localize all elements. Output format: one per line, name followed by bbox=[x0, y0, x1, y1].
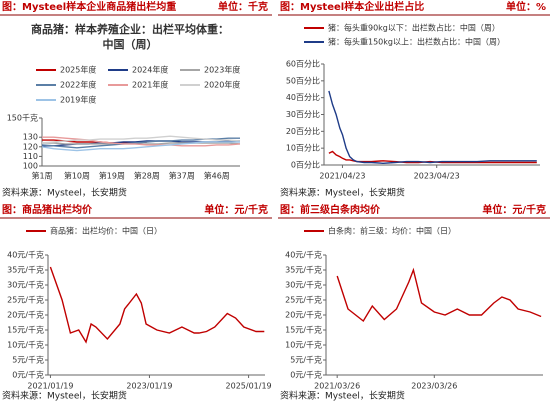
chart-title: 商品猪：样本养殖企业：出栏平均体重：中国（周） bbox=[31, 23, 229, 51]
y-tick-label: 120 bbox=[23, 142, 38, 151]
legend-label: 白条肉：前三级：均价：中国（日） bbox=[328, 226, 456, 236]
chart-panel: 图：商品猪出栏均价 单位：元/千克资料来源：Mysteel，长安期货2021/01… bbox=[0, 203, 272, 402]
panel-unit: 单位：千克 bbox=[218, 0, 268, 13]
y-tick-label: 0元/千克 bbox=[12, 370, 44, 380]
chart-panel: 图：Mysteel样本企业出栏占比 单位：% 资料来源：Mysteel，长安期货 20… bbox=[278, 0, 550, 199]
y-tick-label: 110 bbox=[23, 152, 38, 161]
y-tick-label: 5元/千克 bbox=[12, 355, 44, 365]
panel-header: 图：前三级白条肉均价 bbox=[280, 203, 381, 216]
legend-label: 猪：每头重90kg以下：出栏数占比：中国（周） bbox=[328, 23, 500, 33]
y-tick-label: 10元/千克 bbox=[7, 340, 44, 350]
legend-label: 2020年度 bbox=[204, 80, 240, 90]
legend-label: 2021年度 bbox=[132, 80, 168, 90]
legend-label: 2025年度 bbox=[60, 65, 96, 75]
y-tick-label: 40元/千克 bbox=[285, 250, 322, 260]
series-line bbox=[41, 135, 241, 144]
series-line bbox=[42, 136, 241, 147]
y-tick-label: 20元/千克 bbox=[285, 310, 322, 320]
legend-label: 2019年度 bbox=[60, 95, 96, 105]
y-tick-label: 30元/千克 bbox=[285, 280, 322, 290]
legend-label: 商品猪：出栏均价：中国（日） bbox=[50, 226, 162, 236]
panel-unit: 单位：元/千克 bbox=[482, 203, 546, 216]
y-tick-label: 60百分比 bbox=[286, 59, 320, 69]
y-tick-label: 35元/千克 bbox=[285, 265, 322, 275]
y-tick-label: 50百分比 bbox=[286, 75, 320, 85]
y-tick-label: 25元/千克 bbox=[7, 295, 44, 305]
series-line bbox=[328, 90, 537, 165]
source-note: 资料来源：Mysteel，长安期货 bbox=[280, 390, 405, 402]
x-tick-label: 第19周 bbox=[99, 171, 125, 181]
panel-header: 图：Mysteel样本企业商品猪出栏均重 bbox=[2, 0, 176, 13]
chart-panel: 图：Mysteel样本企业商品猪出栏均重 单位：千克资料来源：Mysteel，长安… bbox=[0, 0, 272, 199]
title-box: 商品猪：样本养殖企业：出栏平均体重：中国（周） bbox=[31, 23, 229, 51]
x-tick-label: 第46周 bbox=[204, 171, 230, 181]
x-tick-label: 2023/01/19 bbox=[126, 382, 172, 391]
x-tick-label: 第10周 bbox=[64, 171, 90, 181]
series-line bbox=[41, 141, 240, 152]
x-tick-label: 2023/04/23 bbox=[414, 172, 460, 181]
x-tick-label: 2023/03/26 bbox=[411, 382, 457, 391]
x-tick-label: 2025/01/19 bbox=[226, 382, 272, 391]
panel-header: 图：Mysteel样本企业出栏占比 bbox=[280, 0, 424, 13]
y-tick-label: 20百分比 bbox=[286, 126, 320, 136]
x-tick-label: 第28周 bbox=[134, 171, 160, 181]
source-note: 资料来源：Mysteel，长安期货 bbox=[2, 390, 127, 402]
y-tick-label: 20元/千克 bbox=[7, 310, 44, 320]
source-note: 资料来源：Mysteel，长安期货 bbox=[2, 187, 127, 199]
y-tick-label: 5元/千克 bbox=[290, 355, 322, 365]
series-line bbox=[328, 150, 537, 164]
y-tick-label: 100 bbox=[23, 162, 38, 171]
legend-label: 2024年度 bbox=[132, 65, 168, 75]
x-tick-label: 第1周 bbox=[31, 171, 52, 181]
y-tick-label: 10百分比 bbox=[286, 143, 320, 153]
panel-unit: 单位：% bbox=[506, 0, 546, 13]
y-tick-label: 150千克 bbox=[7, 113, 38, 123]
y-tick-label: 40百分比 bbox=[286, 92, 320, 102]
legend-label: 2023年度 bbox=[204, 65, 240, 75]
source-note: 资料来源：Mysteel，长安期货 bbox=[280, 187, 405, 199]
y-tick-label: 10元/千克 bbox=[285, 340, 322, 350]
y-tick-label: 40元/千克 bbox=[7, 250, 44, 260]
y-tick-label: 15元/千克 bbox=[285, 325, 322, 335]
y-tick-label: 25元/千克 bbox=[285, 295, 322, 305]
y-tick-label: 130 bbox=[23, 133, 38, 142]
x-tick-label: 第37周 bbox=[169, 171, 195, 181]
x-tick-label: 2021/01/19 bbox=[27, 382, 73, 391]
chart-panel: 图：前三级白条肉均价 单位：元/千克资料来源：Mysteel，长安期货2021/0… bbox=[278, 203, 550, 402]
series-line bbox=[336, 267, 542, 323]
y-tick-label: 15元/千克 bbox=[7, 325, 44, 335]
series-line bbox=[49, 266, 265, 344]
y-tick-label: 35元/千克 bbox=[7, 265, 44, 275]
y-tick-label: 0百分比 bbox=[291, 160, 320, 170]
y-tick-label: 0元/千克 bbox=[290, 370, 322, 380]
panel-unit: 单位：元/千克 bbox=[204, 203, 268, 216]
legend-label: 猪：每头重150kg以上：出栏数占比：中国（周） bbox=[328, 37, 505, 47]
x-tick-label: 2021/03/26 bbox=[314, 382, 360, 391]
y-tick-label: 30百分比 bbox=[286, 109, 320, 119]
legend-label: 2022年度 bbox=[60, 80, 96, 90]
y-tick-label: 30元/千克 bbox=[7, 280, 44, 290]
panel-header: 图：商品猪出栏均价 bbox=[2, 203, 93, 216]
x-tick-label: 2021/04/23 bbox=[319, 172, 365, 181]
